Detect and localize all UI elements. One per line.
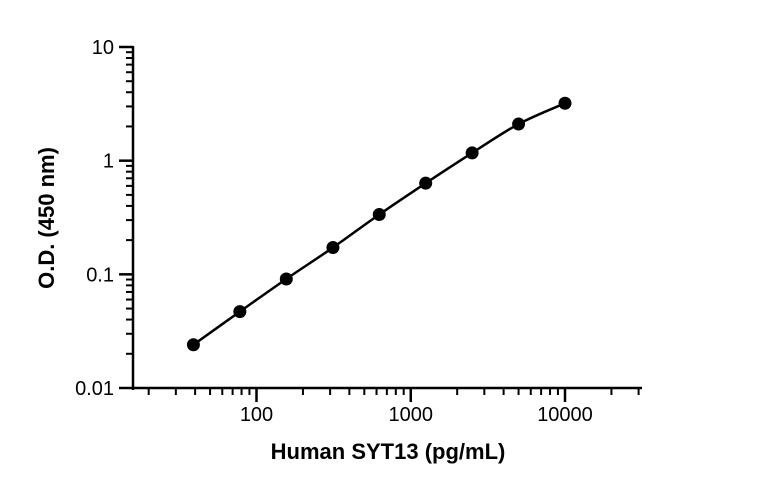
y-tick-label: 0.1 <box>86 264 114 286</box>
data-point <box>465 146 479 160</box>
y-tick-label: 0.01 <box>75 378 114 400</box>
y-tick-labels: 0.01 0.1 1 10 <box>75 37 114 400</box>
y-tick-label: 1 <box>103 151 114 173</box>
data-points <box>186 96 572 352</box>
data-point <box>558 96 572 110</box>
data-point <box>279 272 293 286</box>
x-ticks <box>147 388 640 402</box>
x-axis-title: Human SYT13 (pg/mL) <box>271 439 506 464</box>
fit-line <box>192 102 566 346</box>
data-point <box>186 338 200 352</box>
x-tick-labels: 100 1000 10000 <box>240 404 593 426</box>
data-point <box>326 241 340 255</box>
data-point <box>233 305 247 319</box>
x-tick-label: 1000 <box>389 404 434 426</box>
data-point <box>419 176 433 190</box>
y-tick-label: 10 <box>92 37 114 59</box>
data-point <box>512 117 526 131</box>
y-axis-title: O.D. (450 nm) <box>34 147 59 289</box>
data-point <box>372 208 386 222</box>
x-tick-label: 100 <box>240 404 273 426</box>
x-tick-label: 10000 <box>537 404 593 426</box>
y-ticks <box>119 45 133 390</box>
